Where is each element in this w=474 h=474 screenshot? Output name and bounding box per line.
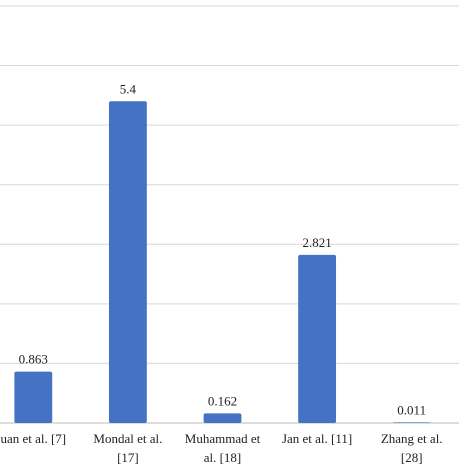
bar (14, 371, 53, 423)
x-tick-label: [17] (117, 450, 139, 465)
data-label: 2.821 (302, 235, 331, 250)
bar (298, 254, 337, 423)
data-label: 0.162 (208, 393, 237, 408)
bar (392, 422, 431, 423)
x-tick-label: Muhammad et (185, 431, 261, 446)
bar (108, 101, 147, 424)
x-tick-label: Jan et al. [11] (282, 431, 352, 446)
x-tick-label: al. [18] (204, 450, 242, 465)
x-tick-label: [28] (401, 450, 423, 465)
data-label: 0.863 (19, 352, 48, 367)
bar (203, 413, 242, 423)
x-tick-label: Mondal et al. (93, 431, 162, 446)
x-tick-label: uan et al. [7] (0, 431, 66, 446)
data-label: 0.011 (397, 402, 426, 417)
x-tick-label: Zhang et al. (381, 431, 443, 446)
data-label: 5.4 (120, 81, 137, 96)
